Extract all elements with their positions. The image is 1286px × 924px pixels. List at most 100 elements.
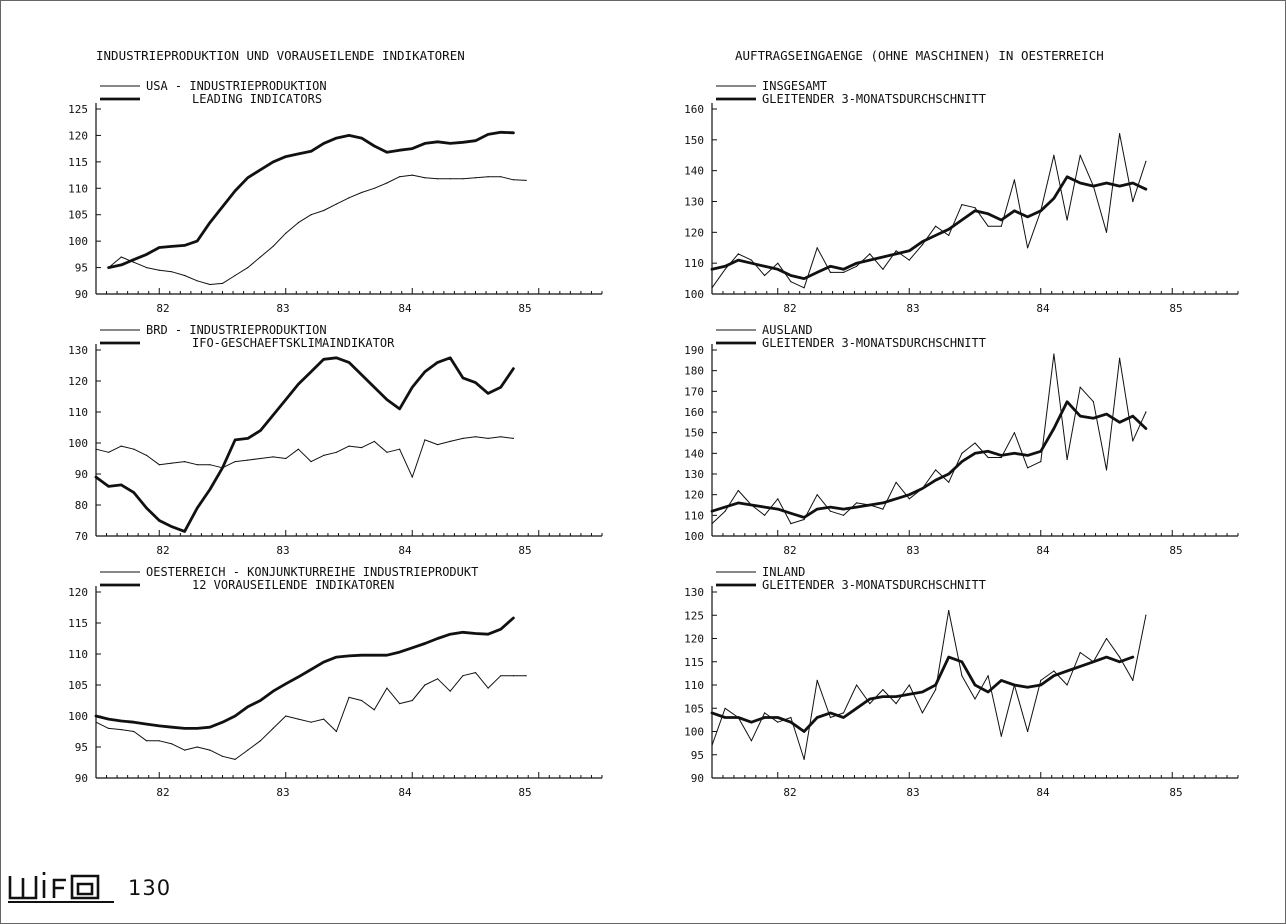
data-point [247,267,249,269]
series-line-2 [710,400,1148,519]
data-point [184,530,186,533]
data-point [487,437,489,439]
data-point [335,357,337,359]
data-point [310,668,312,671]
data-point [158,519,160,522]
data-point [158,725,160,727]
data-point [348,361,350,363]
x-tick-label: 83 [276,302,289,315]
data-point [1132,440,1134,442]
data-point [512,617,515,619]
data-point [974,442,976,444]
y-tick-label: 120 [684,226,704,239]
data-point [882,689,884,691]
y-tick-label: 140 [684,165,704,178]
y-tick-label: 105 [684,702,704,715]
data-point [196,507,198,509]
data-point [856,262,858,264]
data-point [921,712,924,714]
data-point [95,715,97,717]
data-point [348,655,350,657]
data-point [1066,219,1068,221]
data-point [829,712,832,714]
data-point [462,141,464,143]
data-point [449,440,451,442]
data-point [487,633,489,635]
data-point [750,740,753,742]
data-point [512,132,515,134]
data-point [948,481,950,483]
data-point [737,259,739,261]
x-tick-label: 82 [783,302,796,315]
chart-panel-2: 70 80 90 100 110 120 130 82 83 84 85 BRD - INDUSTRI… [68,323,603,557]
data-point [184,461,186,463]
data-point [1119,357,1121,359]
y-tick-label: 150 [684,427,704,440]
data-point [1079,665,1081,668]
data-point [935,234,937,236]
data-point [921,241,924,243]
data-point [146,267,148,269]
data-point [424,684,426,686]
data-point [777,268,779,270]
data-point [790,523,792,525]
data-point [209,726,211,728]
data-point [146,253,148,255]
y-tick-label: 115 [68,617,88,630]
data-point [437,678,439,680]
data-point [1066,458,1068,461]
data-point [171,271,173,273]
data-point [1132,679,1134,682]
legend-label: INSGESAMT [762,79,827,93]
data-point [209,749,211,751]
data-point [711,523,713,525]
x-tick-label: 84 [1036,302,1050,315]
data-point [803,730,805,733]
data-point [133,261,135,263]
y-tick-label: 190 [684,344,704,357]
data-point [1013,684,1016,686]
data-point [1027,730,1029,733]
data-point [777,508,779,510]
data-point [234,461,236,463]
data-point [310,461,312,463]
data-point [474,436,477,438]
legend-label: USA - INDUSTRIEPRODUKTION [146,79,327,93]
data-point [323,358,325,360]
data-point [158,464,160,466]
x-tick-label: 83 [276,544,289,557]
data-point [95,448,97,450]
data-point [987,691,989,693]
left-title: INDUSTRIEPRODUKTION UND VORAUSEILENDE IN… [96,48,465,63]
data-point [803,287,805,289]
data-point [120,729,122,731]
y-tick-label: 115 [68,156,88,169]
data-point [1053,154,1055,156]
data-point [1040,450,1042,452]
legend-label: IFO-GESCHAEFTSKLIMAINDIKATOR [192,336,395,350]
data-point [234,274,236,277]
x-tick-label: 85 [1169,302,1182,315]
data-point [711,744,713,747]
data-point [462,631,464,633]
data-point [1079,386,1081,388]
data-point [512,368,515,370]
data-point [711,712,713,714]
data-point [158,246,160,249]
data-point [948,228,950,230]
data-point [908,693,910,695]
y-tick-label: 160 [684,103,704,116]
data-point [842,514,845,516]
data-point [908,250,910,252]
data-point [1066,401,1068,403]
data-point [525,179,527,181]
data-point [500,176,502,178]
y-tick-label: 110 [68,648,88,661]
data-point [750,259,753,261]
x-tick-label: 82 [156,544,169,557]
data-point [1119,656,1121,658]
data-point [272,690,274,692]
y-tick-label: 100 [684,288,704,301]
data-point [1000,679,1002,682]
y-tick-label: 90 [75,468,88,481]
